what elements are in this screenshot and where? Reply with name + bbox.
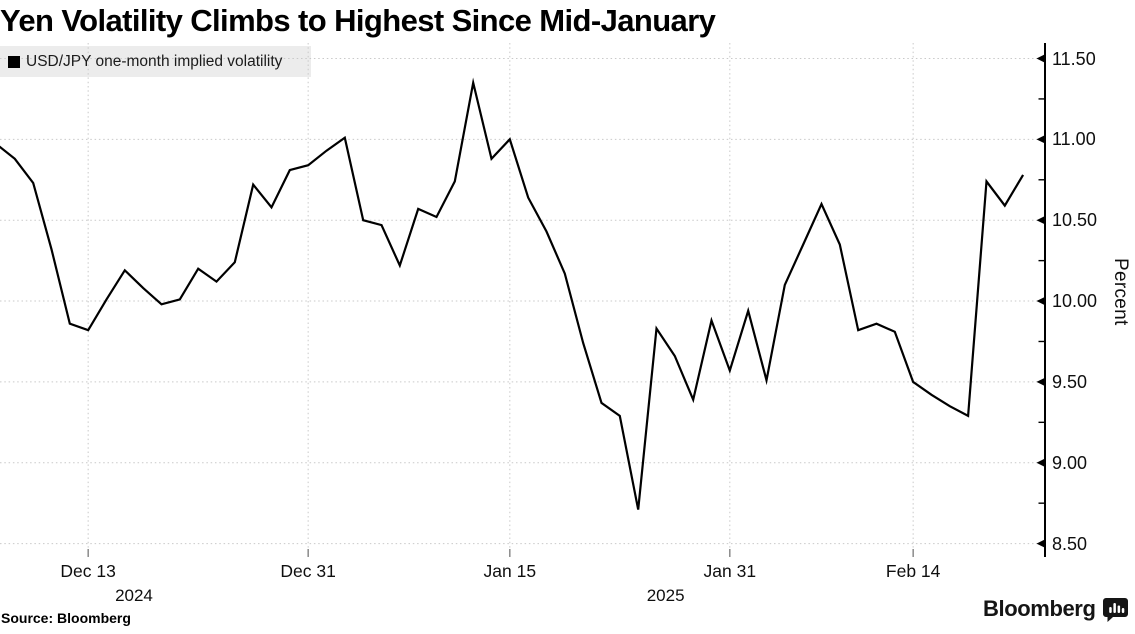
y-major-tick-mark bbox=[1036, 216, 1045, 225]
y-tick-label: 11.00 bbox=[1052, 129, 1096, 150]
legend-series-label: USD/JPY one-month implied volatility bbox=[26, 53, 283, 70]
x-tick-label: Dec 13 bbox=[60, 561, 116, 581]
x-tick-label: Feb 14 bbox=[885, 561, 941, 581]
page-title: Yen Volatility Climbs to Highest Since M… bbox=[0, 3, 716, 38]
y-tick-label: 10.00 bbox=[1052, 291, 1098, 312]
source-note: Source: Bloomberg bbox=[1, 610, 131, 626]
y-tick-label: 8.50 bbox=[1052, 533, 1088, 554]
y-tick-label: 10.50 bbox=[1052, 210, 1098, 231]
x-year-label: 2024 bbox=[115, 586, 153, 605]
bloomberg-bars-icon bbox=[1102, 598, 1128, 622]
y-major-tick-mark bbox=[1036, 539, 1045, 548]
y-major-tick-mark bbox=[1036, 458, 1045, 467]
y-major-tick-mark bbox=[1036, 377, 1045, 387]
series-line-usdjpy-implied-vol bbox=[0, 77, 1025, 510]
y-tick-label: 11.50 bbox=[1052, 48, 1096, 69]
y-axis-title: Percent bbox=[1110, 258, 1131, 326]
bloomberg-wordmark: Bloomberg bbox=[983, 596, 1096, 621]
y-major-tick-mark bbox=[1036, 54, 1045, 63]
legend: USD/JPY one-month implied volatility bbox=[8, 51, 282, 73]
volatility-line-chart bbox=[0, 43, 1046, 557]
legend-background bbox=[0, 46, 311, 77]
x-year-label: 2025 bbox=[646, 586, 685, 605]
x-tick-label: Dec 31 bbox=[280, 561, 336, 581]
legend-series-marker-icon bbox=[8, 56, 20, 68]
y-tick-label: 9.50 bbox=[1052, 371, 1088, 392]
y-major-tick-mark bbox=[1036, 135, 1045, 144]
y-major-tick-mark bbox=[1036, 296, 1045, 306]
x-tick-label: Jan 15 bbox=[483, 561, 537, 581]
bloomberg-branding: Bloomberg bbox=[983, 596, 1128, 622]
y-tick-label: 9.00 bbox=[1052, 452, 1088, 473]
x-tick-label: Jan 31 bbox=[703, 561, 757, 581]
